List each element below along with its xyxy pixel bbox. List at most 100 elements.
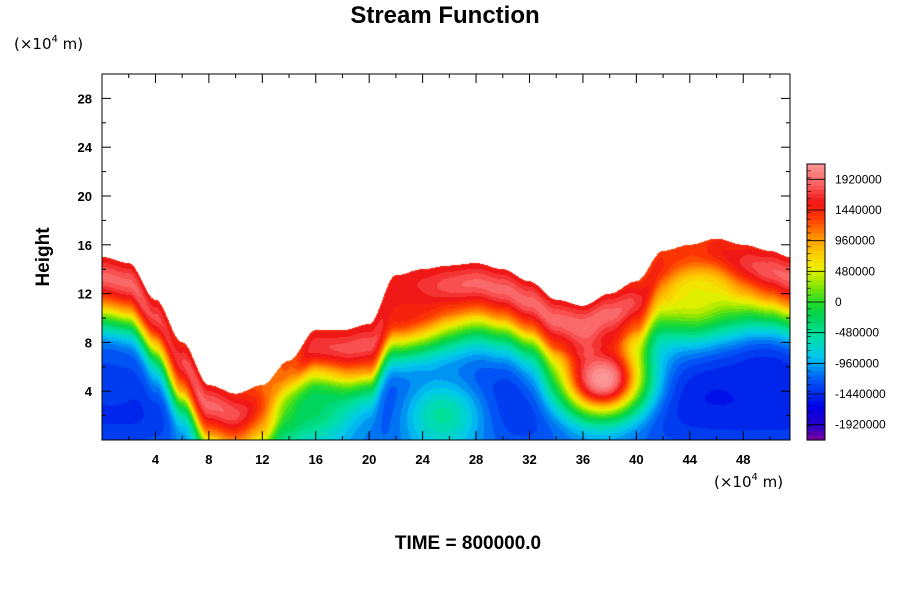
plot-frame (101, 73, 791, 441)
colorbar-swatch (807, 267, 825, 273)
y-tick-label: 4 (85, 384, 93, 399)
colorbar-swatch (807, 293, 825, 299)
colorbar-swatch (807, 340, 825, 346)
colorbar-label: -1440000 (835, 387, 886, 401)
colorbar-swatch (807, 323, 825, 329)
colorbar-swatch (807, 353, 825, 359)
x-tick-label: 44 (683, 452, 698, 467)
contour-field (102, 74, 790, 440)
colorbar-swatch (807, 250, 825, 256)
colorbar-swatch (807, 392, 825, 398)
y-tick-label: 28 (78, 91, 92, 106)
x-tick-label: 40 (629, 452, 643, 467)
colorbar-swatch (807, 263, 825, 269)
y-tick-label: 12 (78, 287, 92, 302)
colorbar-label: 960000 (835, 234, 875, 248)
colorbar-swatch (807, 189, 825, 195)
colorbar-swatch (807, 224, 825, 230)
colorbar-swatch (807, 405, 825, 411)
y-tick-label: 8 (85, 335, 92, 350)
y-axis-label: Height (33, 227, 54, 287)
colorbar: 1920000 1440000 960000 480000 0 -480000 -96000… (806, 163, 886, 441)
time-footer: TIME = 800000.0 (395, 533, 541, 554)
x-tick-label: 32 (522, 452, 536, 467)
colorbar-swatch (807, 280, 825, 286)
colorbar-swatch (807, 181, 825, 187)
x-tick-label: 8 (205, 452, 212, 467)
colorbar-swatch (807, 254, 825, 260)
x-axis-ticks: 4 8 12 16 20 24 28 32 36 40 44 48 (128, 74, 771, 467)
x-unit-exponent: 4 (752, 472, 758, 483)
y-unit-prefix: (×10 (14, 35, 52, 53)
colorbar-swatch (807, 241, 825, 247)
colorbar-swatch (807, 284, 825, 290)
colorbar-swatch (807, 202, 825, 208)
y-tick-label: 16 (78, 238, 92, 253)
colorbar-swatch (807, 168, 825, 174)
colorbar-swatch (807, 245, 825, 251)
colorbar-swatch (807, 314, 825, 320)
colorbar-swatch (807, 332, 825, 338)
colorbar-swatch (807, 164, 825, 169)
colorbar-label: 1920000 (835, 172, 882, 186)
colorbar-swatch (807, 379, 825, 385)
colorbar-swatch (807, 194, 825, 200)
colorbar-swatch (807, 276, 825, 282)
colorbar-swatch (807, 435, 825, 441)
colorbar-swatch (807, 388, 825, 394)
colorbar-swatch (807, 306, 825, 312)
colorbar-swatch (807, 422, 825, 428)
colorbar-swatch (807, 258, 825, 264)
plot-area (102, 74, 790, 440)
x-tick-label: 36 (576, 452, 590, 467)
colorbar-swatch (807, 237, 825, 243)
colorbar-swatch (807, 211, 825, 217)
colorbar-swatch (807, 401, 825, 407)
colorbar-swatch (807, 215, 825, 221)
colorbar-swatch (807, 366, 825, 372)
colorbar-swatch (807, 409, 825, 415)
x-tick-label: 28 (469, 452, 483, 467)
colorbar-swatch (807, 349, 825, 355)
colorbar-swatch (807, 345, 825, 351)
contour-field-canvas (102, 74, 790, 440)
colorbar-swatch (807, 336, 825, 342)
x-tick-label: 4 (152, 452, 160, 467)
x-tick-label: 48 (736, 452, 750, 467)
colorbar-swatch (807, 327, 825, 333)
colorbar-swatch (807, 302, 825, 307)
colorbar-swatch (807, 358, 825, 363)
colorbar-swatch (807, 228, 825, 234)
colorbar-label: 1440000 (835, 203, 882, 217)
colorbar-swatch (807, 362, 825, 368)
y-unit-exponent: 4 (52, 34, 58, 45)
colorbar-label: -480000 (835, 326, 879, 340)
x-tick-label: 16 (309, 452, 323, 467)
x-unit-suffix: m) (758, 473, 783, 491)
colorbar-swatch (807, 310, 825, 316)
colorbar-swatch (807, 297, 825, 303)
colorbar-swatch (807, 289, 825, 294)
colorbar-swatch (807, 185, 825, 191)
x-unit-prefix: (×10 (714, 473, 752, 491)
colorbar-swatch (807, 418, 825, 424)
colorbar-label: 0 (835, 295, 842, 309)
y-tick-label: 20 (78, 189, 92, 204)
colorbar-swatch (807, 271, 825, 277)
y-axis-ticks: 4 8 12 16 20 24 28 (78, 91, 790, 417)
chart-title: Stream Function (350, 2, 539, 29)
y-unit-suffix: m) (58, 35, 83, 53)
colorbar-swatch (807, 319, 825, 325)
colorbar-label: -1920000 (835, 418, 886, 432)
colorbar-swatch (807, 371, 825, 376)
colorbar-swatch (807, 198, 825, 204)
colorbar-label: 480000 (835, 264, 875, 278)
colorbar-swatch (807, 375, 825, 381)
colorbar-swatch (807, 220, 825, 225)
colorbar-swatch (807, 207, 825, 213)
colorbar-swatch (807, 414, 825, 420)
x-unit-label: (×104 m) (714, 472, 783, 491)
colorbar-label: -960000 (835, 356, 879, 370)
colorbar-swatch (807, 383, 825, 389)
